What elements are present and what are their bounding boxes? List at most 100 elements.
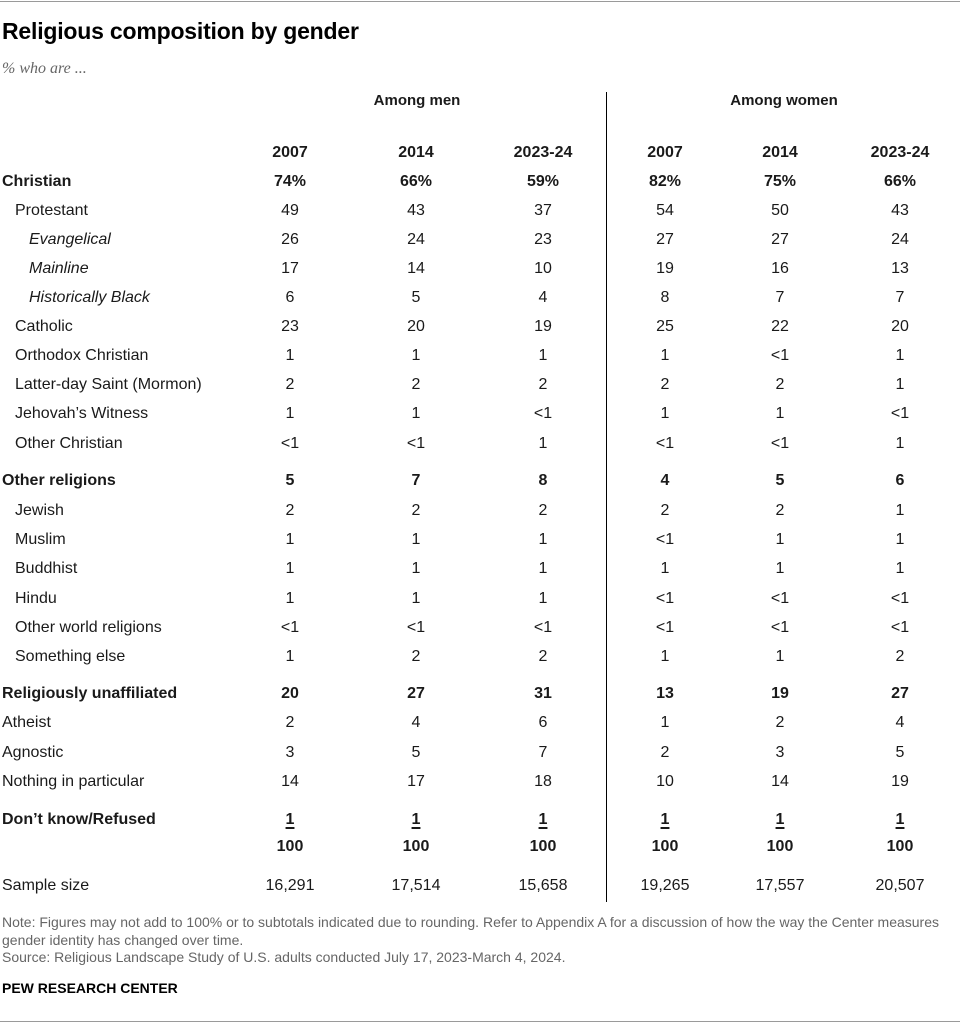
table-cell: 49: [281, 202, 299, 219]
table-row: Other religions 5 7 8 4 5 6: [0, 472, 964, 498]
table-cell: 1: [285, 590, 295, 607]
table-cell: 2: [775, 376, 785, 393]
table-row: 100 100 100 100 100 100: [0, 838, 964, 864]
row-label: Other world religions: [15, 619, 162, 636]
table-cell: 19: [771, 685, 789, 702]
table-cell: 4: [660, 472, 670, 489]
table-cell: <1: [770, 619, 790, 636]
chart-title: Religious composition by gender: [2, 18, 359, 44]
table-row: Buddhist 1 1 1 1 1 1: [0, 560, 964, 586]
row-label: Religiously unaffiliated: [2, 685, 178, 702]
table-cell: 1: [538, 435, 548, 452]
table-cell: 1: [660, 714, 670, 731]
table-cell: <1: [280, 435, 300, 452]
row-label: Something else: [15, 648, 126, 665]
table-cell: <1: [890, 619, 910, 636]
table-cell: 7: [411, 472, 421, 489]
table-cell: 16: [771, 260, 789, 277]
table-cell: 75%: [763, 173, 797, 190]
table-cell: <1: [280, 619, 300, 636]
bottom-rule: [0, 1021, 960, 1022]
table-row: Religiously unaffiliated 20 27 31 13 19 27: [0, 685, 964, 711]
table-row: Don’t know/Refused 1 1 1 1 1 1: [0, 811, 964, 837]
table-cell: 14: [281, 773, 299, 790]
table-cell: 5: [411, 744, 421, 761]
table-cell: 7: [538, 744, 548, 761]
table-cell: 13: [891, 260, 909, 277]
table-row: Muslim 1 1 1 <1 1 1: [0, 531, 964, 557]
table-cell: 2: [660, 376, 670, 393]
row-label: Christian: [2, 173, 72, 190]
table-cell: 3: [285, 744, 295, 761]
row-label: Jewish: [15, 502, 64, 519]
table-cell: 24: [407, 231, 425, 248]
table-cell: <1: [655, 435, 675, 452]
table-cell: 1: [488, 811, 598, 829]
table-cell: 6: [285, 289, 295, 306]
table-row: Catholic 23 20 19 25 22 20: [0, 318, 964, 344]
row-label: Buddhist: [15, 560, 78, 577]
table-cell: <1: [770, 435, 790, 452]
row-label: Latter-day Saint (Mormon): [15, 376, 202, 393]
table-cell: 7: [775, 289, 785, 306]
table-row: Jewish 2 2 2 2 2 1: [0, 502, 964, 528]
table-cell: 43: [407, 202, 425, 219]
table-cell: 14: [771, 773, 789, 790]
table-cell: 1: [538, 590, 548, 607]
table-row: Atheist 2 4 6 1 2 4: [0, 714, 964, 740]
table-cell: 2: [411, 648, 421, 665]
table-cell: 23: [281, 318, 299, 335]
cell-value: 1: [285, 811, 295, 828]
table-cell: 100: [276, 838, 304, 855]
table-cell: 1: [775, 405, 785, 422]
table-cell: 4: [895, 714, 905, 731]
table-cell: 2: [538, 648, 548, 665]
row-label: Muslim: [15, 531, 66, 548]
table-cell: 18: [534, 773, 552, 790]
table-cell: 2: [411, 376, 421, 393]
table-cell: 27: [656, 231, 674, 248]
table-cell: 22: [771, 318, 789, 335]
column-header: 2023-24: [513, 144, 573, 161]
table-cell: 2: [411, 502, 421, 519]
table-cell: 10: [534, 260, 552, 277]
table-cell: 1: [538, 531, 548, 548]
table-cell: 17: [407, 773, 425, 790]
row-label: Agnostic: [2, 744, 64, 761]
table-cell: 1: [895, 531, 905, 548]
cell-value: 1: [660, 811, 670, 828]
cell-value: 1: [411, 811, 421, 828]
table-cell: 1: [895, 347, 905, 364]
table-cell: 1: [411, 531, 421, 548]
table-row: Orthodox Christian 1 1 1 1 <1 1: [0, 347, 964, 373]
table-cell: 54: [656, 202, 674, 219]
table-cell: 2: [285, 502, 295, 519]
table-cell: 2: [285, 714, 295, 731]
table-cell: 1: [660, 347, 670, 364]
table-row: Evangelical 26 24 23 27 27 24: [0, 231, 964, 257]
table-cell: 6: [895, 472, 905, 489]
table-cell: 8: [538, 472, 548, 489]
row-label: Evangelical: [29, 231, 111, 248]
table-cell: 1: [895, 435, 905, 452]
table-cell: 2: [285, 376, 295, 393]
table-cell: <1: [890, 590, 910, 607]
footnote: Note: Figures may not add to 100% or to …: [2, 914, 939, 948]
table-cell: 23: [534, 231, 552, 248]
table-cell: 1: [285, 405, 295, 422]
table-cell: 1: [775, 648, 785, 665]
table-cell: 6: [538, 714, 548, 731]
table-cell: <1: [655, 619, 675, 636]
table-cell: 2: [660, 744, 670, 761]
table-row: Something else 1 2 2 1 1 2: [0, 648, 964, 674]
table-cell: 20,507: [875, 877, 925, 894]
table-row: Historically Black 6 5 4 8 7 7: [0, 289, 964, 315]
row-label: Hindu: [15, 590, 57, 607]
table-cell: 2: [538, 376, 548, 393]
table-row: Agnostic 3 5 7 2 3 5: [0, 744, 964, 770]
table-cell: <1: [655, 590, 675, 607]
table-cell: 1: [411, 347, 421, 364]
table-cell: 20: [281, 685, 299, 702]
table-row: Other world religions <1 <1 <1 <1 <1 <1: [0, 619, 964, 645]
row-label: Atheist: [2, 714, 51, 731]
